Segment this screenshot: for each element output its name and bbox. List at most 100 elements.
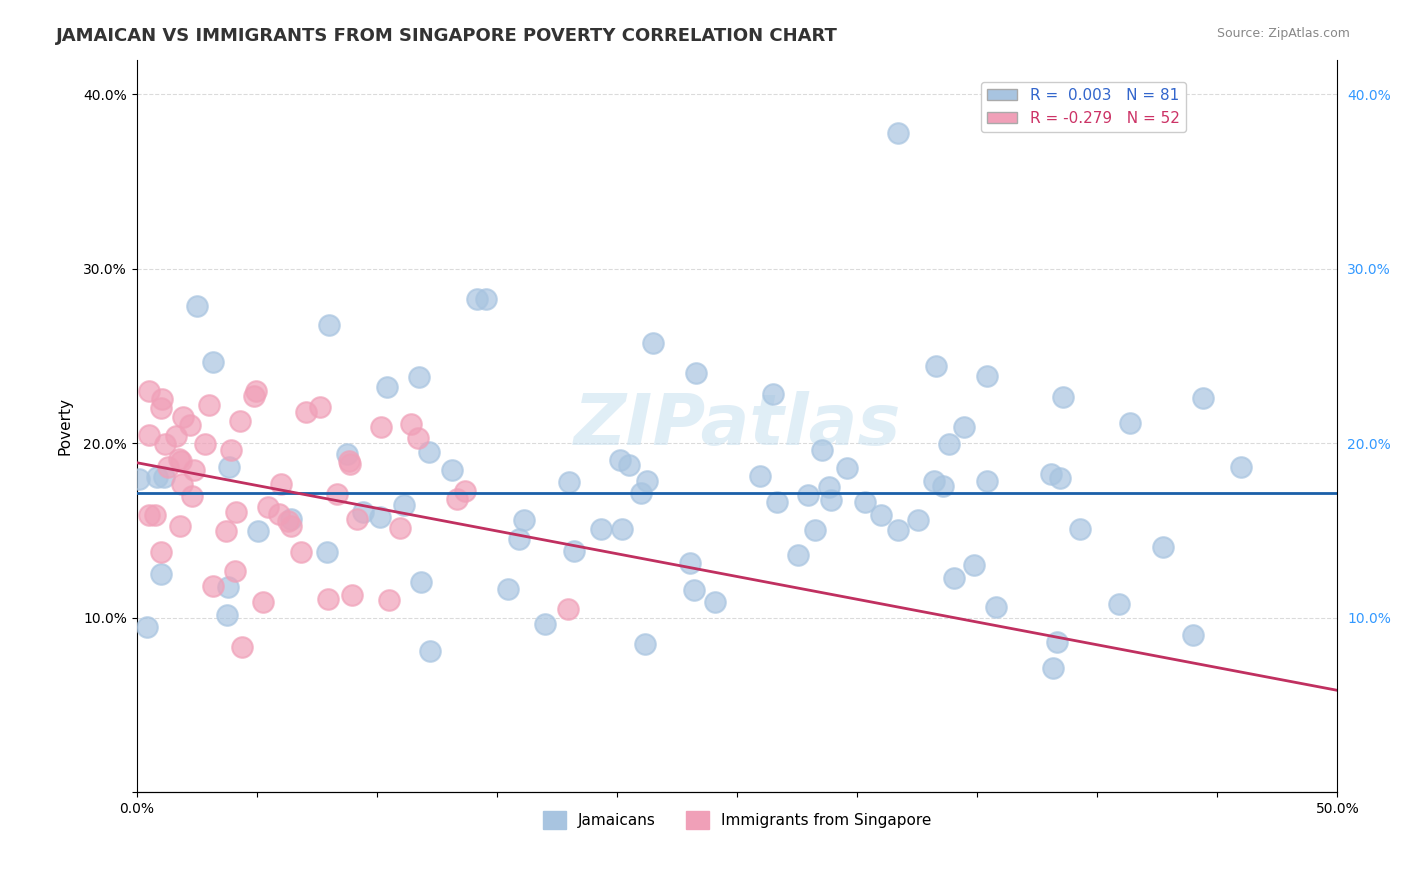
Point <box>591 522 613 536</box>
Point <box>907 513 929 527</box>
Point <box>636 474 658 488</box>
Point <box>308 400 330 414</box>
Point <box>215 608 238 623</box>
Y-axis label: Poverty: Poverty <box>58 397 72 455</box>
Point <box>280 512 302 526</box>
Point <box>183 463 205 477</box>
Point <box>465 292 488 306</box>
Point <box>224 564 246 578</box>
Point <box>149 566 172 581</box>
Point <box>136 619 159 633</box>
Point <box>337 454 360 468</box>
Point <box>1119 416 1142 430</box>
Point <box>165 429 187 443</box>
Point <box>138 508 160 522</box>
Point <box>630 485 652 500</box>
Point <box>186 299 208 313</box>
Point <box>953 419 976 434</box>
Point <box>149 401 172 416</box>
Point <box>181 489 204 503</box>
Point <box>146 470 169 484</box>
Point <box>408 370 430 384</box>
Point <box>976 368 998 383</box>
Point <box>942 570 965 584</box>
Point <box>194 437 217 451</box>
Point <box>704 594 727 608</box>
Point <box>346 511 368 525</box>
Point <box>172 410 194 425</box>
Text: JAMAICAN VS IMMIGRANTS FROM SINGAPORE POVERTY CORRELATION CHART: JAMAICAN VS IMMIGRANTS FROM SINGAPORE PO… <box>56 27 838 45</box>
Point <box>679 556 702 570</box>
Point <box>986 599 1008 614</box>
Point <box>406 431 429 445</box>
Point <box>316 545 339 559</box>
Point <box>336 447 359 461</box>
Point <box>201 355 224 369</box>
Point <box>818 480 841 494</box>
Point <box>924 359 946 373</box>
Point <box>352 505 374 519</box>
Point <box>835 461 858 475</box>
Point <box>887 126 910 140</box>
Point <box>153 470 176 484</box>
Point <box>245 384 267 398</box>
Text: ZIPatlas: ZIPatlas <box>574 392 901 460</box>
Point <box>339 457 361 471</box>
Point <box>326 487 349 501</box>
Point <box>643 336 665 351</box>
Point <box>143 508 166 522</box>
Point <box>377 592 399 607</box>
Point <box>682 583 704 598</box>
Point <box>368 510 391 524</box>
Point <box>1046 635 1069 649</box>
Point <box>634 637 657 651</box>
Point <box>1052 390 1074 404</box>
Point <box>229 414 252 428</box>
Point <box>270 476 292 491</box>
Point <box>257 500 280 515</box>
Point <box>167 452 190 467</box>
Point <box>446 491 468 506</box>
Point <box>375 380 398 394</box>
Point <box>399 417 422 432</box>
Point <box>252 595 274 609</box>
Point <box>1039 467 1062 481</box>
Point <box>370 420 392 434</box>
Point <box>932 479 955 493</box>
Point <box>786 549 808 563</box>
Point <box>179 418 201 433</box>
Point <box>685 366 707 380</box>
Point <box>290 545 312 559</box>
Point <box>617 458 640 472</box>
Point <box>557 602 579 616</box>
Point <box>1192 391 1215 405</box>
Point <box>246 524 269 538</box>
Point <box>225 505 247 519</box>
Point <box>804 524 827 538</box>
Point <box>169 519 191 533</box>
Point <box>128 472 150 486</box>
Point <box>562 544 585 558</box>
Point <box>318 318 340 332</box>
Point <box>389 521 412 535</box>
Point <box>1049 471 1071 485</box>
Point <box>231 640 253 654</box>
Point <box>963 558 986 572</box>
Point <box>295 405 318 419</box>
Point <box>243 389 266 403</box>
Point <box>869 508 891 523</box>
Point <box>150 392 173 406</box>
Point <box>748 468 770 483</box>
Point <box>155 437 177 451</box>
Point <box>217 581 239 595</box>
Point <box>924 474 946 488</box>
Point <box>810 442 832 457</box>
Point <box>170 477 193 491</box>
Point <box>280 518 302 533</box>
Point <box>887 523 910 537</box>
Point <box>612 522 634 536</box>
Point <box>1152 541 1174 555</box>
Text: Source: ZipAtlas.com: Source: ZipAtlas.com <box>1216 27 1350 40</box>
Point <box>150 545 173 559</box>
Point <box>138 384 160 398</box>
